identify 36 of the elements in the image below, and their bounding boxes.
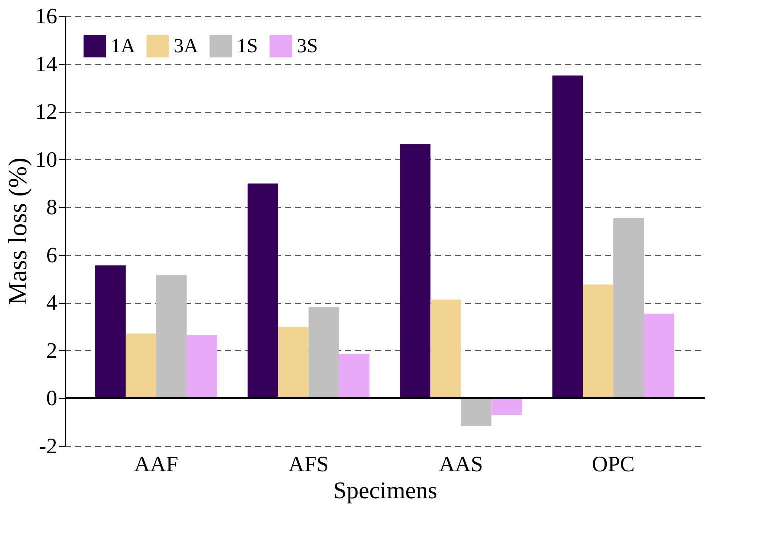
bar	[583, 284, 614, 398]
y-tick-label: 16	[36, 4, 58, 28]
bar	[552, 76, 584, 398]
y-axis-title: Mass loss (%)	[4, 158, 32, 306]
bar	[156, 275, 187, 398]
y-tick-label: 12	[36, 99, 58, 124]
y-tick-label: 6	[46, 242, 58, 268]
legend-label: 1S	[237, 35, 258, 58]
bar	[430, 300, 462, 398]
y-tick-label: 8	[46, 194, 58, 220]
y-tick-label: 0	[46, 386, 58, 411]
x-tick-label: OPC	[592, 452, 635, 476]
x-tick-label: AFS	[288, 452, 329, 476]
legend-label: 1A	[111, 35, 136, 58]
y-tick-label: 14	[36, 51, 58, 76]
bar	[126, 334, 156, 398]
x-axis-title: Specimens	[334, 478, 438, 504]
bar	[339, 354, 370, 398]
bar	[186, 335, 218, 398]
bar	[95, 266, 126, 398]
legend-label: 3S	[297, 35, 318, 58]
y-tick-label: 4	[46, 290, 58, 316]
bar	[644, 314, 675, 398]
bar	[614, 218, 644, 398]
x-tick-label: AAS	[439, 452, 484, 476]
legend-label: 3A	[174, 35, 199, 58]
bar	[492, 398, 522, 415]
y-tick-label: 10	[36, 146, 58, 172]
bar	[248, 184, 278, 398]
bar	[400, 144, 431, 398]
bar	[308, 307, 340, 398]
y-tick-label: 2	[46, 338, 58, 363]
y-tick-label: -2	[39, 434, 58, 458]
bar	[278, 327, 309, 398]
x-tick-label: AAF	[134, 452, 178, 476]
bar	[461, 398, 492, 426]
